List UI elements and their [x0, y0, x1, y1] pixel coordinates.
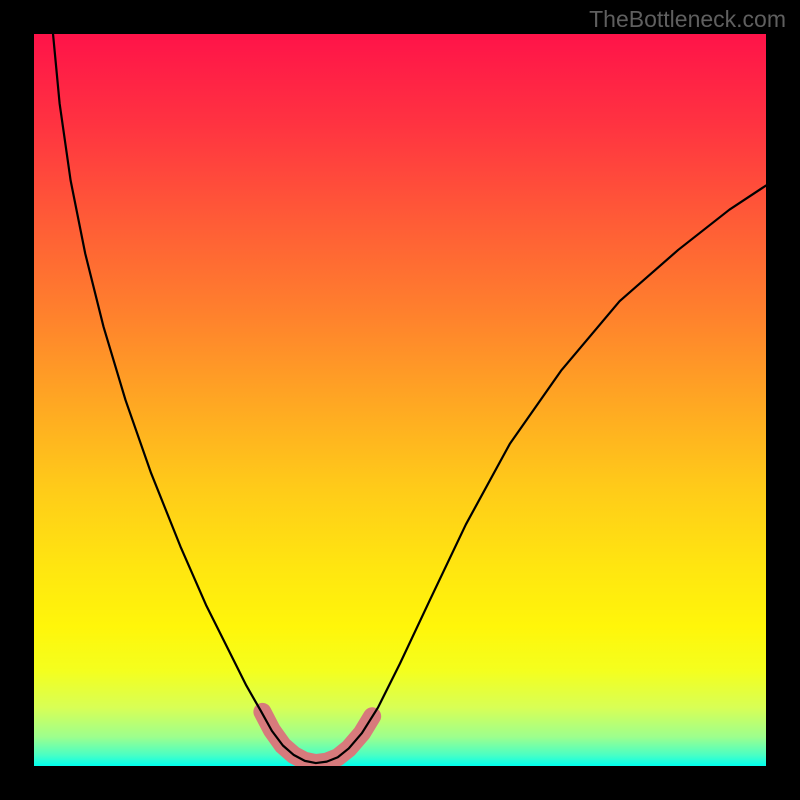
watermark-label: TheBottleneck.com [589, 6, 786, 33]
chart-plot-area [34, 34, 766, 766]
chart-svg [34, 34, 766, 766]
gradient-background [34, 34, 766, 766]
